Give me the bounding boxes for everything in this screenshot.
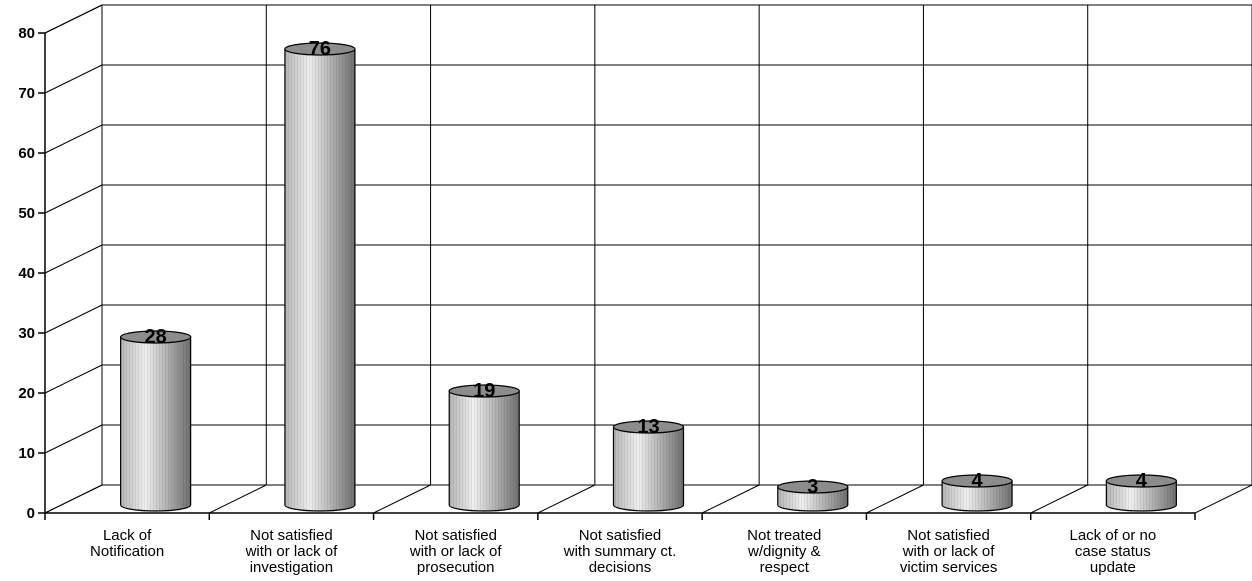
data-label: 19: [473, 380, 495, 402]
y-tick-label: 0: [27, 505, 35, 522]
category-label-line: Not satisfied: [579, 527, 662, 544]
bar-texture: [120, 337, 191, 511]
category-label-line: victim services: [900, 559, 998, 576]
bar: [120, 330, 192, 512]
floor-line: [209, 484, 267, 514]
category-label-line: prosecution: [417, 559, 495, 576]
bar-top: [120, 330, 192, 344]
bar-texture: [284, 49, 355, 512]
y-tick-label: 60: [18, 145, 35, 162]
data-label: 28: [145, 326, 167, 348]
category-label-line: case status: [1075, 543, 1151, 560]
data-label: 4: [972, 470, 984, 492]
y-tick-label: 50: [18, 205, 35, 222]
category-label-line: Not satisfied: [907, 527, 990, 544]
bars: [120, 42, 1177, 512]
floor-line: [866, 484, 924, 514]
category-label-line: Not treated: [747, 527, 821, 544]
data-label: 3: [807, 476, 818, 498]
bar-texture: [777, 487, 848, 512]
y-tick-label: 30: [18, 325, 35, 342]
bar-top: [1105, 474, 1177, 488]
category-label: Not satisfied with or lack of prosecution: [409, 527, 503, 576]
category-label: Lack of or no case status update: [1069, 527, 1156, 576]
category-label-line: Not satisfied: [414, 527, 497, 544]
bar-top: [284, 42, 356, 56]
gridline-side: [44, 304, 103, 334]
category-label-line: Lack of or no: [1069, 527, 1156, 544]
category-label: Not satisfied with or lack of investigatio…: [245, 527, 339, 576]
gridline-side: [44, 364, 103, 394]
bar-texture: [942, 481, 1013, 512]
bar: [612, 420, 685, 512]
category-label: Not satisfied with or lack of victim servi…: [900, 527, 998, 576]
gridline-side: [44, 64, 103, 94]
gridline-side: [44, 424, 103, 454]
bar-top: [448, 384, 520, 398]
bar: [777, 480, 849, 512]
y-tick-label: 40: [18, 265, 35, 282]
gridline-side: [44, 184, 103, 214]
bar: [284, 42, 356, 512]
category-label: Not treated w/dignity & respect: [747, 527, 821, 576]
y-tick-label: 70: [18, 85, 35, 102]
category-label-line: investigation: [250, 559, 333, 576]
category-label-line: with or lack of: [245, 543, 339, 560]
bar-texture: [1106, 481, 1177, 512]
side-wall-top: [44, 4, 103, 34]
data-label: 76: [309, 38, 331, 60]
category-label-line: with or lack of: [902, 543, 996, 560]
bar-texture: [613, 427, 684, 512]
category-label-line: with or lack of: [409, 543, 503, 560]
category-label-line: Lack of: [103, 527, 152, 544]
y-tick-label: 10: [18, 445, 35, 462]
category-label-line: respect: [760, 559, 810, 576]
gridline-side: [44, 124, 103, 154]
floor-line: [44, 484, 103, 514]
floor-line: [1030, 484, 1088, 514]
category-label-line: Notification: [90, 543, 164, 560]
data-label: 13: [637, 416, 659, 438]
category-label-line: with summary ct.: [563, 543, 677, 560]
bar: [941, 474, 1013, 512]
category-label-line: Not satisfied: [250, 527, 333, 544]
bar-top: [612, 420, 685, 434]
floor-line: [373, 484, 431, 514]
category-label-line: w/dignity &: [747, 543, 821, 560]
floor-line: [701, 484, 760, 514]
floor-line: [1194, 484, 1252, 514]
bar-texture: [449, 391, 520, 512]
bar-top: [777, 480, 849, 494]
category-label-line: update: [1090, 559, 1136, 576]
data-label: 4: [1136, 470, 1148, 492]
category-label-line: decisions: [589, 559, 652, 576]
labels: 0 10 20 30 40 50 60 70 80 28 Lack of Notification 76…: [18, 25, 1156, 576]
floor-line: [537, 484, 596, 514]
bar: [1105, 474, 1177, 512]
bar: [448, 384, 520, 512]
y-tick-label: 80: [18, 25, 35, 42]
category-label: Lack of Notification: [90, 527, 164, 560]
gridline-side: [44, 244, 103, 274]
bar-top: [941, 474, 1013, 488]
category-label: Not satisfied with summary ct. decisions: [563, 527, 677, 576]
y-tick-label: 20: [18, 385, 35, 402]
